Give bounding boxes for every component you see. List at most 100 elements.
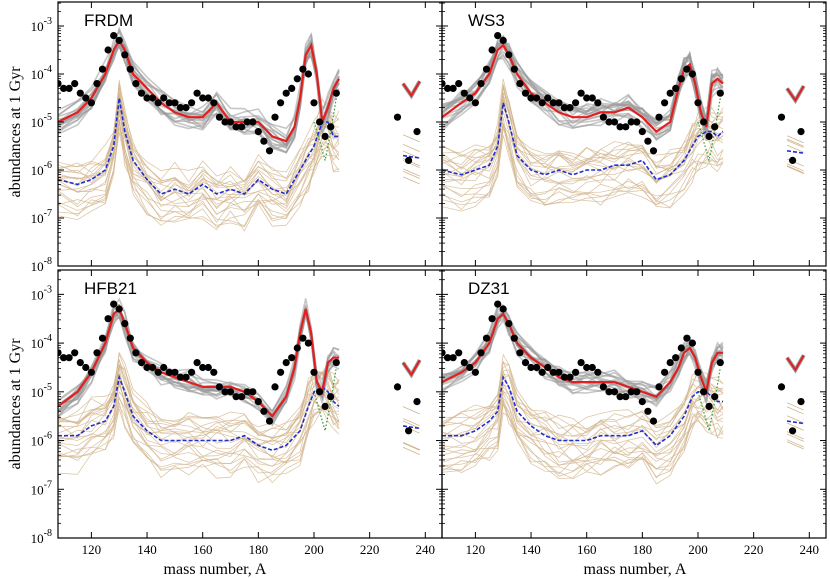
tan-trajectory-line [58, 87, 340, 183]
actinide-tan-line [786, 165, 804, 174]
observed-point [160, 363, 168, 372]
observed-point [627, 388, 635, 396]
observed-point [110, 300, 118, 308]
observed-point [555, 368, 563, 376]
observed-point [137, 359, 146, 367]
observed-point [310, 99, 318, 107]
observed-point [533, 363, 541, 372]
red-mean-line [442, 43, 724, 134]
actinide-tan-line [786, 402, 804, 411]
actinide-tan-line [786, 139, 804, 148]
observed-point [449, 84, 457, 92]
tan-trajectory-line [442, 385, 724, 451]
tan-trajectory-line [58, 372, 340, 444]
actinide-tan-line [786, 441, 804, 450]
y-tick-label: 10-4 [31, 64, 52, 82]
y-tick-label: 10-7 [31, 208, 52, 226]
y-tick-label: 10-8 [31, 528, 52, 546]
observed-point [413, 398, 421, 406]
observed-point [316, 118, 324, 126]
observed-point [249, 388, 257, 396]
observed-point [188, 368, 196, 376]
y-tick-label: 10-6 [31, 431, 52, 449]
x-tick-label: 220 [744, 542, 764, 557]
observed-point [572, 368, 580, 376]
tan-trajectory-line [58, 373, 340, 458]
observed-point [711, 123, 719, 131]
observed-point [455, 349, 463, 357]
tan-trajectory-line [442, 412, 724, 480]
observed-point [510, 65, 518, 73]
observed-point [193, 359, 201, 367]
observed-point [104, 46, 112, 54]
observed-point [82, 363, 90, 372]
observed-point [327, 123, 335, 131]
observed-point [215, 383, 223, 391]
x-tick-label: 160 [193, 542, 213, 557]
observed-point [466, 94, 474, 102]
observed-point [527, 94, 535, 102]
actinide-blue-line [402, 425, 420, 430]
observed-point [572, 99, 580, 107]
observed-point [544, 363, 552, 372]
observed-point [797, 398, 805, 406]
observed-point [471, 99, 479, 107]
blue-dashed-line [58, 374, 340, 452]
panel-ws3: WS3 [441, 1, 827, 267]
tan-trajectory-line [442, 106, 724, 183]
observed-point [649, 147, 658, 155]
grey-band-line [58, 44, 340, 149]
green-dotted-line [313, 97, 337, 161]
tan-trajectory-line [442, 86, 724, 170]
observed-point [777, 383, 786, 391]
observed-point [471, 368, 479, 376]
observed-point [644, 407, 652, 415]
observed-point [199, 363, 207, 372]
observed-point [93, 349, 101, 357]
observed-point [249, 118, 257, 126]
observed-point [226, 388, 235, 396]
observed-point [482, 65, 491, 73]
observed-point [110, 31, 118, 40]
observed-point [527, 363, 535, 372]
observed-point [277, 368, 285, 376]
x-tick-label: 180 [633, 542, 653, 557]
observed-point [165, 99, 173, 107]
tan-trajectory-line [58, 372, 340, 447]
observed-point [677, 75, 685, 83]
plot-area [58, 26, 422, 232]
observed-point [638, 128, 646, 136]
actinide-tan-line [402, 441, 420, 451]
observed-point [716, 359, 724, 367]
x-tick-label: 200 [304, 542, 324, 557]
observed-point [633, 388, 641, 396]
x-tick-label: 240 [416, 542, 436, 557]
observed-point [182, 104, 190, 112]
observed-point [176, 104, 184, 112]
observed-point [65, 354, 73, 362]
observed-point [393, 113, 402, 121]
observed-point [121, 320, 129, 328]
observed-point [232, 123, 240, 131]
tan-trajectory-line [58, 119, 340, 232]
tan-trajectory-line [58, 402, 340, 484]
observed-point [694, 99, 702, 107]
observed-point [460, 89, 468, 97]
y-tick-label: 10-5 [31, 382, 52, 400]
observed-point [544, 94, 552, 102]
observed-point [622, 123, 630, 131]
observed-point [655, 383, 663, 391]
observed-point [254, 128, 262, 136]
actinide-tan-line [786, 422, 804, 431]
panel-label: HFB21 [84, 279, 137, 298]
observed-point [533, 94, 541, 102]
observed-point [700, 118, 708, 126]
observed-point [265, 147, 274, 155]
observed-point [588, 94, 596, 102]
observed-point [238, 123, 246, 131]
observed-point [226, 118, 235, 126]
observed-point [538, 99, 546, 107]
tan-trajectory-line [442, 381, 724, 462]
observed-point [405, 427, 413, 435]
